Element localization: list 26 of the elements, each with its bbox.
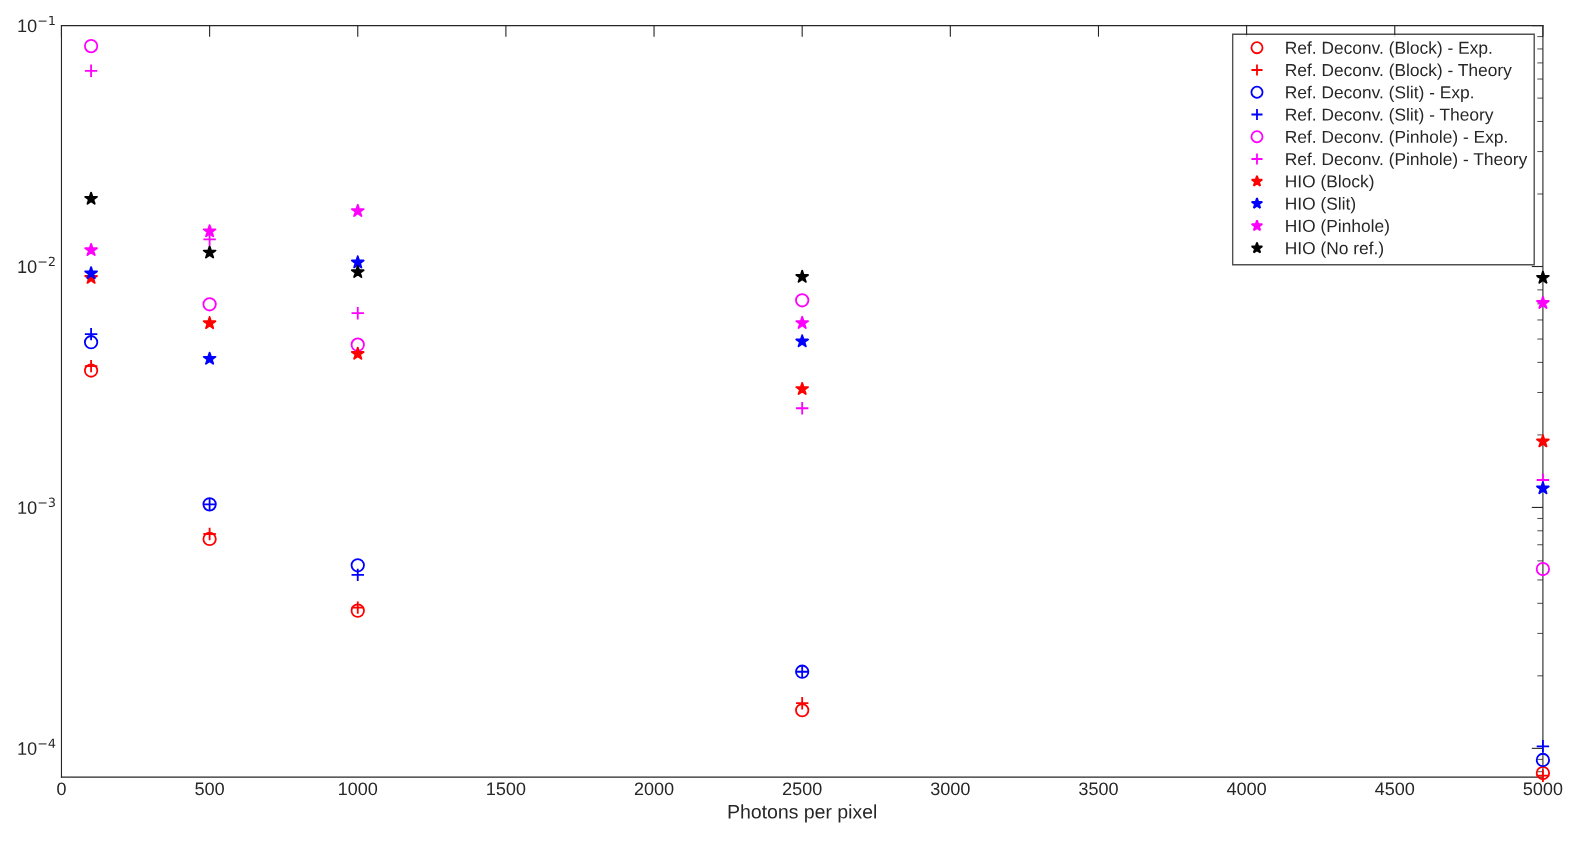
legend-label: Ref. Deconv. (Block) - Theory <box>1286 63 1512 80</box>
legend-label: Ref. Deconv. (Pinhole) - Exp. <box>1286 130 1507 147</box>
x-tick-label: 500 <box>195 782 224 796</box>
legend-label: HIO (Pinhole) <box>1286 219 1389 236</box>
x-tick-label: 5000 <box>1523 782 1563 796</box>
x-tick-label: 0 <box>57 782 66 796</box>
x-tick-label: 1000 <box>339 782 378 796</box>
x-tick-label: 3500 <box>1079 782 1118 796</box>
y-tick-label: 10$^{−1}$ <box>18 15 55 33</box>
legend-label: HIO (Block) <box>1286 174 1374 191</box>
legend-label: Ref. Deconv. (Block) - Exp. <box>1286 41 1492 58</box>
x-tick-label: 4000 <box>1226 782 1266 796</box>
y-tick-label: 10$^{−2}$ <box>18 256 55 274</box>
x-tick-label: 2000 <box>634 782 674 796</box>
legend-label: Ref. Deconv. (Slit) - Exp. <box>1286 85 1473 102</box>
x-tick-label: 3000 <box>930 782 970 796</box>
x-tick-label: 1500 <box>487 782 526 796</box>
x-tick-label: 2500 <box>783 782 822 796</box>
legend-label: Ref. Deconv. (Pinhole) - Theory <box>1286 152 1528 169</box>
legend-label: HIO (Slit) <box>1286 197 1356 214</box>
x-axis-title: Photons per pixel <box>728 804 877 823</box>
y-tick-label: 10$^{−4}$ <box>18 738 56 755</box>
legend-label: Ref. Deconv. (Slit) - Theory <box>1286 108 1494 125</box>
legend-label: HIO (No ref.) <box>1286 241 1384 258</box>
y-tick-label: 10$^{−3}$ <box>18 497 55 515</box>
x-tick-label: 4500 <box>1375 782 1415 796</box>
